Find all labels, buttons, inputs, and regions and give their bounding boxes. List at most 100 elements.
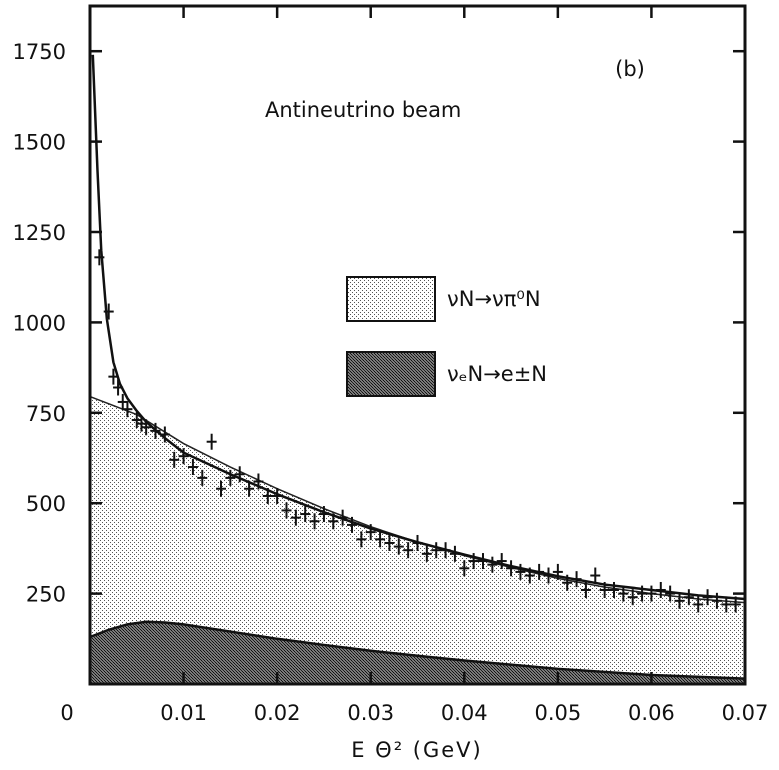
area-electron-edge: [89, 620, 746, 680]
data-point: [122, 401, 133, 418]
data-point: [459, 560, 470, 577]
data-point: [117, 393, 128, 410]
data-point: [599, 581, 610, 598]
data-point: [646, 585, 657, 602]
x-tick-label: 0.03: [347, 701, 394, 725]
data-point: [318, 506, 329, 523]
x-tick-label: 0.07: [722, 701, 769, 725]
data-point: [440, 542, 451, 559]
data-point: [571, 571, 582, 588]
y-tick-label: 1750: [13, 40, 66, 64]
data-point: [216, 480, 226, 497]
data-point: [515, 563, 526, 580]
data-point: [300, 506, 311, 523]
x-tick-label: 0.02: [254, 701, 301, 725]
data-point: [150, 422, 161, 439]
y-tick-label: 1250: [13, 221, 66, 245]
points-layer: [94, 249, 741, 613]
data-point: [721, 596, 732, 613]
data-point: [393, 538, 404, 555]
data-point: [478, 553, 488, 570]
data-point: [580, 581, 591, 598]
data-point: [468, 553, 479, 570]
data-point: [693, 596, 704, 613]
legend: νN→νπ⁰N νₑN→e±N: [346, 276, 547, 397]
data-point: [375, 531, 386, 548]
x-tick-label: 0: [60, 701, 73, 725]
chart-title: Antineutrino beam: [265, 98, 461, 122]
data-point: [356, 531, 367, 548]
data-point: [683, 589, 694, 606]
data-point: [496, 553, 507, 570]
data-point: [627, 589, 638, 606]
x-axis-label: E Θ² (GeV): [351, 738, 483, 762]
data-point: [711, 592, 722, 609]
y-tick-label: 250: [26, 583, 66, 607]
data-point: [730, 596, 741, 613]
area-electron-background: [90, 621, 745, 684]
data-point: [136, 415, 147, 432]
frame-layer: [88, 4, 747, 686]
data-point: [281, 502, 292, 519]
data-point: [543, 567, 554, 584]
data-point: [159, 426, 170, 443]
x-tick-label: 0.06: [628, 701, 675, 725]
data-point: [365, 524, 376, 541]
data-point: [103, 303, 114, 320]
data-point: [562, 574, 573, 591]
legend-swatch-light: [346, 276, 436, 322]
data-point: [384, 534, 395, 551]
y-tick-label: 750: [26, 402, 66, 426]
data-point: [702, 589, 713, 606]
data-point: [421, 545, 432, 562]
plot-frame: [88, 4, 747, 686]
data-point: [665, 585, 676, 602]
data-point: [178, 448, 189, 465]
data-point: [487, 556, 498, 573]
x-tick-label: 0.01: [160, 701, 207, 725]
data-point: [449, 545, 460, 562]
data-point: [674, 592, 685, 609]
x-tick-label: 0.05: [534, 701, 581, 725]
data-point: [403, 542, 414, 559]
data-point: [272, 487, 283, 504]
data-point: [290, 509, 301, 526]
data-point: [637, 585, 648, 602]
y-tick-label: 500: [26, 492, 66, 516]
ticks-layer: 250 500 750 1000 1250 1500 1750 0 0.01 0.02 0.03 0.…: [13, 6, 769, 725]
data-point: [618, 585, 629, 602]
data-point: [197, 469, 208, 486]
data-point: [590, 567, 601, 584]
data-point: [412, 534, 423, 551]
data-point: [113, 379, 124, 396]
area-pi0-background: [90, 396, 745, 684]
data-point: [655, 581, 666, 598]
legend-label-light: νN→νπ⁰N: [447, 287, 541, 311]
data-point: [262, 487, 273, 504]
x-tick-label: 0.04: [441, 701, 488, 725]
data-point: [169, 451, 180, 468]
data-point: [244, 480, 255, 497]
legend-swatch-dark: [346, 351, 436, 397]
data-point: [337, 509, 348, 526]
data-point: [534, 563, 545, 580]
data-point: [309, 513, 320, 530]
data-point: [347, 516, 357, 533]
data-point: [141, 419, 152, 436]
data-point: [234, 466, 245, 483]
data-point: [131, 412, 142, 429]
data-point: [206, 433, 217, 450]
data-point: [431, 542, 442, 559]
data-point: [506, 560, 517, 577]
data-point: [187, 459, 198, 476]
data-point: [225, 469, 236, 486]
data-point: [108, 368, 119, 385]
data-point: [328, 513, 339, 530]
data-point: [94, 249, 105, 266]
data-point: [552, 563, 563, 580]
legend-label-dark: νₑN→e±N: [447, 362, 547, 386]
data-point: [609, 581, 619, 598]
y-tick-label: 1500: [13, 131, 66, 155]
data-point: [253, 473, 264, 490]
